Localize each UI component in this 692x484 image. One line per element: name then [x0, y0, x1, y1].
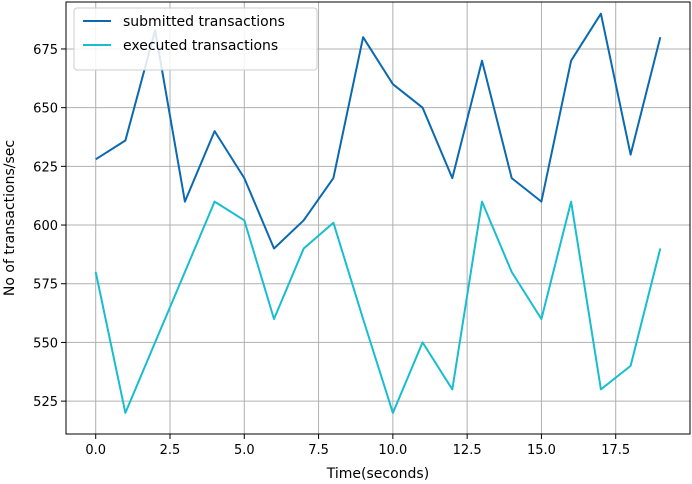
series-layer: [94, 12, 662, 414]
x-tick-label: 0.0: [85, 443, 106, 458]
ticks: 0.0 2.5 5.0 7.5 10.0 12.5 15.0 17.5 525 550 575 600…: [33, 43, 630, 458]
legend-label: executed transactions: [123, 38, 278, 54]
y-tick-label: 675: [33, 43, 58, 58]
x-tick-label: 7.5: [308, 443, 329, 458]
legend-label: submitted transactions: [123, 14, 285, 30]
y-tick-label: 625: [33, 160, 58, 175]
series-line-1: [94, 200, 662, 414]
y-tick-label: 650: [33, 102, 58, 117]
y-tick-label: 550: [33, 336, 58, 351]
y-tick-label: 600: [33, 219, 58, 234]
series-line-0: [95, 12, 662, 250]
y-tick-label: 575: [33, 278, 58, 293]
x-tick-label: 5.0: [234, 443, 255, 458]
y-tick-label: 525: [33, 395, 58, 410]
grid: [66, 2, 690, 434]
x-tick-label: 17.5: [601, 443, 630, 458]
x-tick-label: 12.5: [453, 443, 482, 458]
x-tick-label: 15.0: [527, 443, 556, 458]
legend-box: [73, 7, 318, 71]
legend: submitted transactions executed transacti…: [73, 7, 318, 71]
x-tick-label: 10.0: [378, 443, 407, 458]
x-axis-title: Time(seconds): [326, 466, 429, 482]
plot-frame: [65, 1, 691, 435]
y-axis-title: No of transactions/sec: [2, 140, 18, 296]
x-tick-label: 2.5: [160, 443, 181, 458]
